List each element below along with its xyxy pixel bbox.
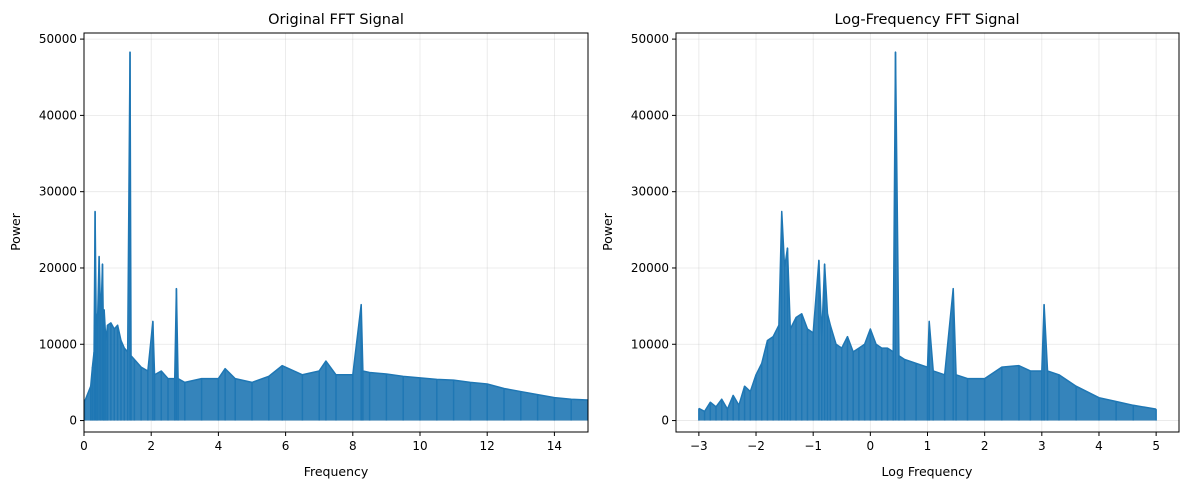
x-tick-label: 6	[282, 439, 290, 453]
y-tick-label: 20000	[631, 261, 669, 275]
x-tick-label: 0	[80, 439, 88, 453]
chart-original-fft: 0 2 4 6 8 10 12 14 0 10000 20000 30000 40000 50000 Or…	[8, 12, 589, 479]
x-axis-label: Frequency	[304, 464, 369, 479]
x-axis-label: Log Frequency	[882, 464, 973, 479]
chart-title: Log-Frequency FFT Signal	[834, 12, 1019, 28]
x-tick-label: −1	[804, 439, 822, 453]
y-tick-label: 30000	[39, 185, 77, 199]
series-line	[698, 51, 1157, 413]
x-tick-label: 4	[215, 439, 223, 453]
y-tick-label: 20000	[39, 261, 77, 275]
x-tick-label: 10	[412, 439, 427, 453]
x-tick-label: 12	[480, 439, 495, 453]
x-tick-label: −2	[747, 439, 765, 453]
y-tick-label: 40000	[631, 108, 669, 122]
y-axis-label: Power	[600, 212, 615, 251]
chart-title: Original FFT Signal	[268, 12, 404, 28]
y-tick-label: 10000	[39, 337, 77, 351]
x-tick-label: 8	[349, 439, 357, 453]
y-tick-label: 40000	[39, 108, 77, 122]
y-tick-label: 0	[661, 414, 669, 428]
plot-area	[84, 33, 588, 432]
x-tick-label: −3	[690, 439, 708, 453]
x-tick-label: 3	[1038, 439, 1046, 453]
x-tick-label: 2	[981, 439, 989, 453]
axes-frame	[83, 32, 589, 433]
y-tick-label: 10000	[631, 337, 669, 351]
x-tick-label: 2	[147, 439, 155, 453]
y-tick-label: 50000	[631, 32, 669, 46]
series-group	[698, 51, 1157, 421]
tick-group: 0 2 4 6 8 10 12 14 0 10000 20000 30000 40000 50000	[39, 32, 562, 453]
y-axis-label: Power	[8, 212, 23, 251]
y-tick-label: 50000	[39, 32, 77, 46]
x-tick-label: 0	[867, 439, 875, 453]
series-group	[84, 51, 588, 421]
tick-group: −3 −2 −1 0 1 2 3 4 5 0 10000 20000 30000 40000 50000	[631, 32, 1160, 453]
y-tick-label: 0	[69, 414, 77, 428]
chart-log-frequency-fft: −3 −2 −1 0 1 2 3 4 5 0 10000 20000 30000 40000 50000 L…	[600, 12, 1180, 479]
x-tick-label: 4	[1095, 439, 1103, 453]
y-tick-label: 30000	[631, 185, 669, 199]
x-tick-label: 5	[1152, 439, 1160, 453]
x-tick-label: 14	[547, 439, 562, 453]
x-tick-label: 1	[924, 439, 932, 453]
